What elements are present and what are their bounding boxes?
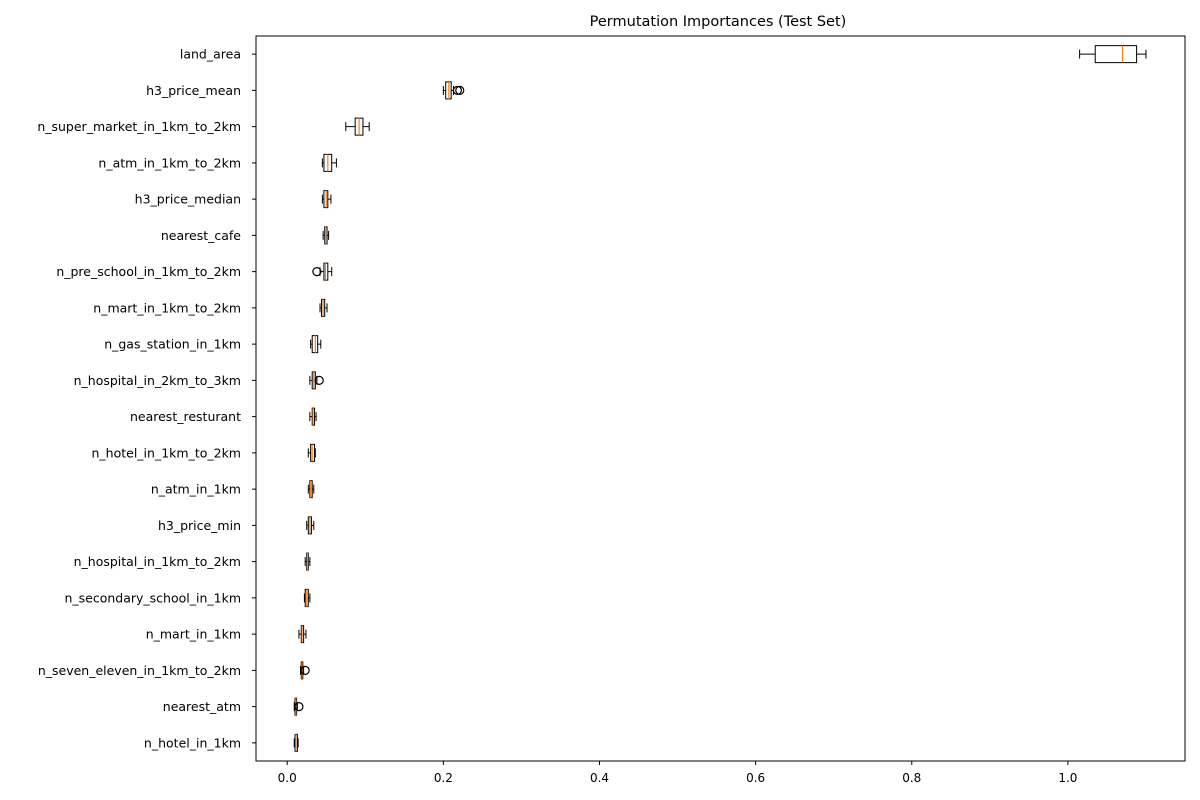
y-tick-label: n_pre_school_in_1km_to_2km [56, 264, 241, 279]
box-n_mart_in_1km [298, 625, 307, 644]
box-nearest_resturant [309, 407, 317, 426]
x-tick-label: 0.4 [590, 771, 609, 785]
y-tick-label: n_hotel_in_1km_to_2km [92, 445, 242, 460]
y-tick-label: n_mart_in_1km_to_2km [93, 300, 241, 315]
x-axis: 0.0 0.2 0.4 0.6 0.8 1.0 [278, 761, 1077, 785]
box-n_seven_eleven_in_1km_to_2km [299, 661, 310, 680]
box-nearest_cafe [322, 226, 330, 245]
x-tick-label: 1.0 [1058, 771, 1077, 785]
y-tick-label: n_super_market_in_1km_to_2km [37, 119, 241, 134]
outlier-point [294, 702, 304, 712]
y-tick-label: n_seven_eleven_in_1km_to_2km [38, 663, 241, 678]
plot-frame [255, 35, 1186, 762]
outlier-point [312, 267, 322, 277]
outlier-point [300, 665, 310, 675]
box-h3_price_mean [442, 81, 465, 100]
box-n_atm_in_1km [307, 480, 315, 499]
y-tick-label: n_atm_in_1km_to_2km [98, 155, 241, 170]
outlier-point [314, 375, 324, 385]
y-tick-label: n_secondary_school_in_1km [64, 590, 241, 605]
x-tick-label: 0.6 [746, 771, 765, 785]
box-nearest_atm [293, 697, 304, 716]
y-tick-label: h3_price_min [158, 518, 241, 533]
chart-title: Permutation Importances (Test Set) [590, 14, 847, 30]
y-tick-label: nearest_atm [163, 699, 241, 714]
box-iqr [1094, 45, 1138, 64]
plot-area [293, 45, 1147, 752]
box-n_gas_station_in_1km [310, 335, 322, 354]
y-tick-label: h3_price_mean [146, 83, 241, 98]
box-n_mart_in_1km_to_2km [319, 298, 328, 317]
outlier-point [455, 85, 465, 95]
box-n_hospital_in_2km_to_3km [309, 371, 324, 390]
y-tick-label: n_hospital_in_1km_to_2km [74, 554, 241, 569]
box-n_super_market_in_1km_to_2km [345, 117, 370, 136]
y-tick-label: nearest_cafe [161, 228, 241, 243]
y-tick-label: n_hotel_in_1km [144, 735, 241, 750]
y-tick-label: land_area [180, 47, 241, 62]
y-axis: land_area h3_price_mean n_super_market_in_… [37, 47, 256, 750]
outlier-point [452, 85, 463, 95]
box-n_secondary_school_in_1km [303, 588, 311, 607]
x-tick-label: 0.8 [902, 771, 921, 785]
box-land_area [1079, 45, 1147, 64]
box-n_pre_school_in_1km_to_2km [312, 262, 333, 281]
x-tick-label: 0.0 [278, 771, 297, 785]
y-tick-label: n_hospital_in_2km_to_3km [74, 373, 241, 388]
box-n_hospital_in_1km_to_2km [304, 552, 311, 571]
y-tick-label: nearest_resturant [130, 409, 241, 424]
box-h3_price_median [321, 190, 332, 209]
x-tick-label: 0.2 [434, 771, 453, 785]
box-n_hotel_in_1km [293, 733, 299, 752]
y-tick-label: n_atm_in_1km [151, 482, 241, 497]
box-n_atm_in_1km_to_2km [321, 153, 337, 172]
y-tick-label: h3_price_median [135, 192, 241, 207]
box-n_hotel_in_1km_to_2km [307, 443, 316, 462]
box-h3_price_min [306, 516, 315, 535]
y-tick-label: n_gas_station_in_1km [104, 337, 241, 352]
y-tick-label: n_mart_in_1km [146, 627, 241, 642]
